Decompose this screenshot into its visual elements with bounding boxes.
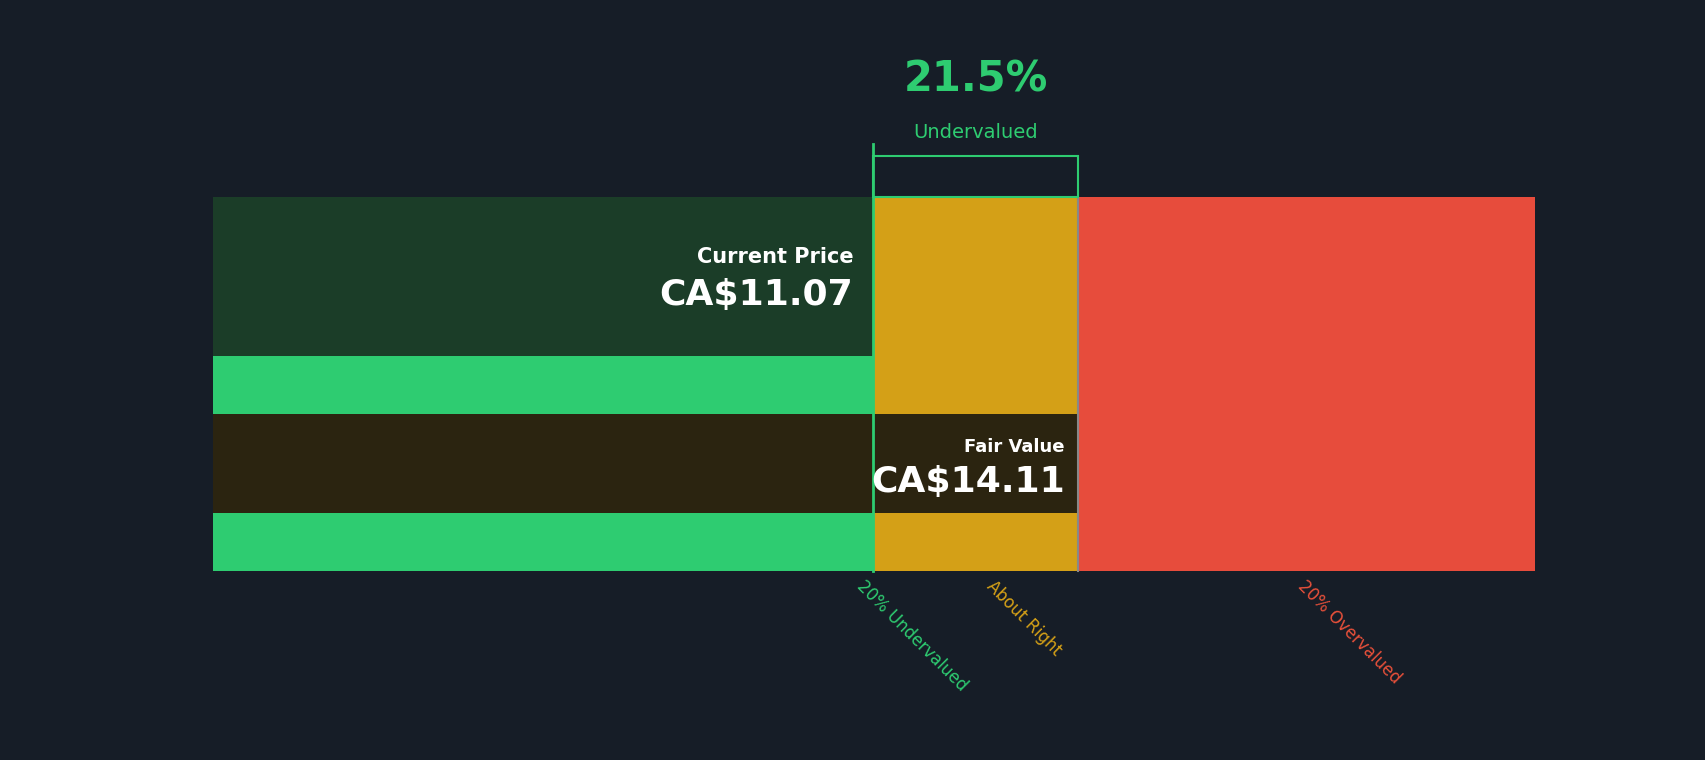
Bar: [213, 356, 873, 413]
Bar: [213, 197, 873, 356]
Bar: [213, 513, 873, 571]
Bar: [213, 197, 873, 571]
Text: CA$14.11: CA$14.11: [871, 465, 1064, 499]
Bar: [1078, 197, 1534, 571]
Text: About Right: About Right: [982, 577, 1064, 659]
Text: Current Price: Current Price: [696, 248, 852, 268]
Bar: [873, 197, 1078, 571]
Bar: [213, 413, 1078, 513]
Text: CA$11.07: CA$11.07: [660, 278, 852, 312]
Text: 20% Overvalued: 20% Overvalued: [1292, 577, 1403, 687]
Text: Fair Value: Fair Value: [963, 438, 1064, 456]
Bar: [213, 413, 873, 513]
Text: Undervalued: Undervalued: [912, 122, 1037, 141]
Bar: [873, 156, 1078, 197]
Text: 21.5%: 21.5%: [902, 59, 1047, 100]
Text: 20% Undervalued: 20% Undervalued: [852, 577, 970, 695]
Bar: [213, 197, 873, 356]
